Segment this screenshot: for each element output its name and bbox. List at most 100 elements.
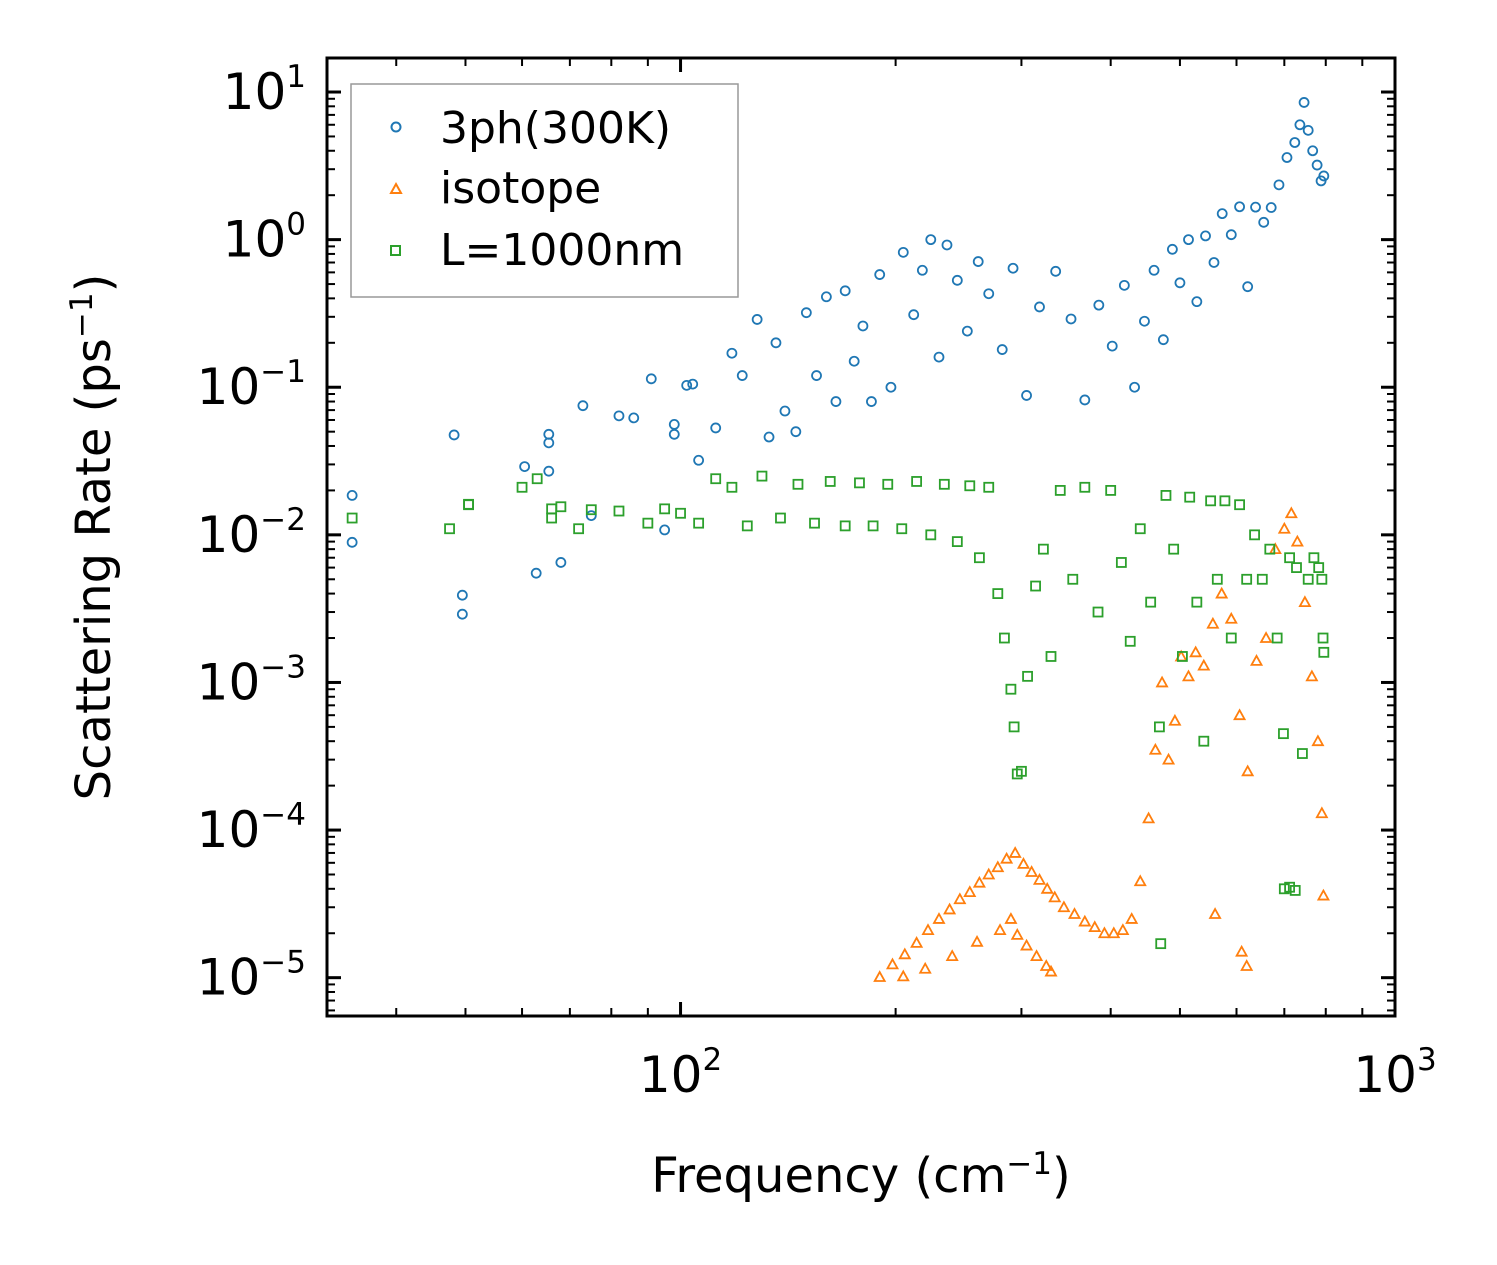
data-point — [867, 520, 879, 532]
data-point — [585, 504, 597, 516]
data-point — [943, 902, 957, 915]
data-point — [642, 517, 654, 529]
data-point — [1005, 683, 1017, 695]
data-point — [1216, 208, 1228, 220]
data-point — [736, 370, 748, 381]
data-point — [1129, 381, 1140, 393]
data-point — [1008, 846, 1022, 858]
data-point — [775, 512, 786, 524]
data-point — [1162, 752, 1176, 765]
data-point — [1183, 234, 1194, 246]
data-point — [811, 370, 822, 381]
data-point — [857, 320, 869, 332]
data-point — [1302, 124, 1314, 136]
data-point — [555, 501, 567, 513]
data-point — [675, 507, 686, 519]
data-point — [938, 478, 950, 490]
data-point — [543, 437, 555, 449]
y-tick-label: 101 — [223, 59, 306, 121]
data-point — [983, 288, 995, 300]
data-point — [1048, 890, 1062, 903]
legend-label-isotope: isotope — [440, 163, 601, 214]
data-point — [925, 234, 937, 246]
data-point — [1317, 632, 1329, 644]
data-point — [693, 454, 705, 466]
data-point — [763, 431, 775, 443]
data-point — [1155, 938, 1167, 950]
data-point — [1316, 573, 1328, 585]
data-point — [751, 314, 763, 325]
x-tick-label: 102 — [639, 1042, 722, 1104]
legend-label-3ph: 3ph(300K) — [440, 103, 671, 154]
data-point — [1258, 216, 1270, 228]
data-point — [1191, 596, 1203, 608]
data-point — [1045, 651, 1057, 662]
data-point — [1000, 851, 1014, 864]
data-point — [1241, 573, 1253, 585]
data-point — [770, 337, 782, 349]
data-point — [1205, 495, 1217, 507]
y-tick-label: 100 — [223, 207, 306, 269]
data-point — [710, 473, 722, 485]
data-point — [1313, 562, 1325, 573]
data-point — [693, 517, 705, 529]
data-point — [444, 523, 455, 535]
data-point — [792, 478, 804, 490]
data-point — [908, 309, 920, 321]
data-point — [953, 892, 967, 905]
data-point — [613, 410, 625, 422]
data-point — [1166, 243, 1178, 255]
y-axis-label-base: Scattering Rate (ps — [66, 338, 122, 800]
data-point — [1106, 340, 1118, 352]
data-point — [1105, 485, 1117, 496]
data-point — [573, 523, 585, 535]
data-point — [1284, 881, 1296, 893]
data-point — [1225, 632, 1237, 644]
data-point — [531, 473, 543, 485]
data-point — [1200, 230, 1211, 242]
data-point — [1311, 159, 1323, 171]
data-point — [645, 373, 657, 385]
data-point — [555, 557, 567, 568]
data-point — [1311, 734, 1325, 747]
data-point — [1316, 888, 1330, 901]
data-point — [1289, 137, 1301, 148]
data-point — [1290, 534, 1304, 547]
data-point — [1277, 521, 1291, 534]
data-point — [1118, 279, 1130, 291]
data-point — [1242, 281, 1254, 293]
data-point — [519, 461, 531, 472]
data-point — [1079, 481, 1091, 493]
y-axis-label-sup: −1 — [64, 292, 100, 338]
data-point — [1044, 964, 1058, 977]
data-point — [659, 503, 671, 515]
data-point — [1160, 490, 1172, 501]
data-point — [1234, 499, 1245, 511]
data-point — [961, 325, 973, 337]
data-point — [346, 512, 358, 524]
data-point — [1318, 646, 1330, 658]
data-point — [1115, 557, 1127, 568]
data-point — [1097, 926, 1111, 939]
data-point — [1010, 928, 1024, 940]
data-point — [1291, 562, 1302, 573]
data-point — [577, 400, 589, 412]
data-point — [885, 381, 897, 393]
data-point — [885, 957, 900, 970]
data-point — [1307, 145, 1319, 157]
data-point — [543, 465, 555, 477]
data-point — [820, 291, 832, 303]
data-point — [530, 567, 542, 579]
data-point — [1008, 721, 1020, 733]
data-point — [1235, 944, 1249, 957]
data-point — [726, 481, 738, 493]
data-point — [1256, 573, 1268, 585]
data-point — [839, 285, 851, 297]
data-point — [898, 947, 912, 960]
data-point — [1294, 119, 1306, 131]
data-point — [1030, 580, 1041, 592]
data-point — [1215, 586, 1229, 599]
plot-frame — [325, 56, 1397, 1018]
data-point — [346, 536, 358, 548]
